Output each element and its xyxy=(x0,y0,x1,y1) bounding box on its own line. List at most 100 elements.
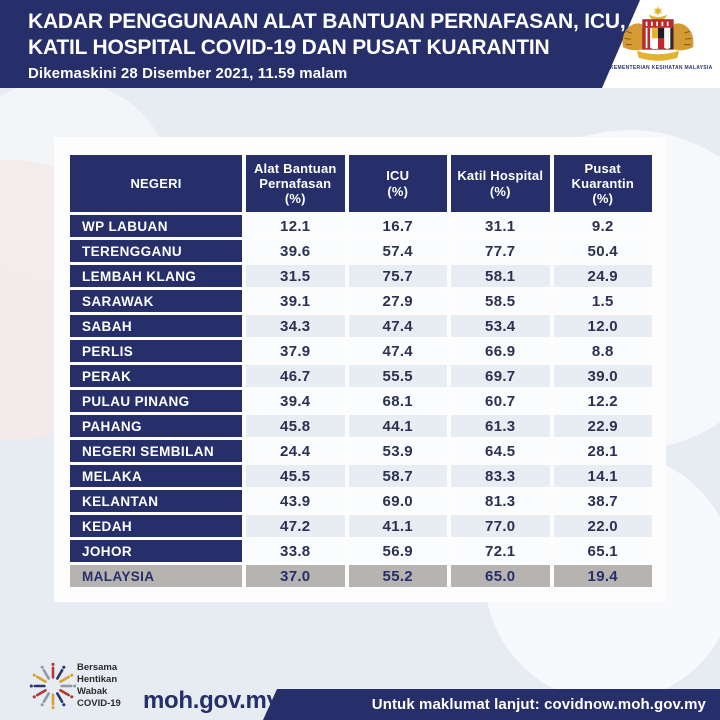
value-cell: 77.7 xyxy=(451,240,550,262)
state-cell: MELAKA xyxy=(70,465,242,487)
campaign-line: Hentikan xyxy=(77,674,118,685)
state-cell: NEGERI SEMBILAN xyxy=(70,440,242,462)
value-cell: 75.7 xyxy=(348,265,447,287)
column-header-line: Katil Hospital xyxy=(457,168,544,184)
value-cell: 69.7 xyxy=(451,365,550,387)
value-cell: 64.5 xyxy=(451,440,550,462)
ministry-emblem: KEMENTERIAN KESIHATAN MALAYSIA xyxy=(610,5,712,71)
total-value-cell: 37.0 xyxy=(246,565,345,587)
value-cell: 38.7 xyxy=(553,490,652,512)
value-cell: 33.8 xyxy=(246,540,345,562)
value-cell: 24.9 xyxy=(553,265,652,287)
column-header-line: Alat Bantuan xyxy=(253,160,337,176)
total-value-cell: 19.4 xyxy=(553,565,652,587)
value-cell: 58.5 xyxy=(451,290,550,312)
column-header-line: ICU xyxy=(386,168,410,184)
state-cell: PERLIS xyxy=(70,340,242,362)
column-header-line: NEGERI xyxy=(130,175,182,191)
value-cell: 39.4 xyxy=(246,390,345,412)
value-cell: 65.1 xyxy=(553,540,652,562)
column-header: NEGERI xyxy=(70,155,242,212)
value-cell: 39.6 xyxy=(246,240,345,262)
value-cell: 72.1 xyxy=(451,540,550,562)
state-cell: LEMBAH KLANG xyxy=(70,265,242,287)
value-cell: 66.9 xyxy=(451,340,550,362)
value-cell: 22.9 xyxy=(553,415,652,437)
value-cell: 77.0 xyxy=(451,515,550,537)
state-cell: JOHOR xyxy=(70,540,242,562)
column-header: Pusat Kuarantin (%) xyxy=(553,155,652,212)
header-banner: KADAR PENGGUNAAN ALAT BANTUAN PERNAFASAN… xyxy=(0,0,640,88)
campaign-line: Wabak xyxy=(77,686,108,697)
value-cell: 47.4 xyxy=(348,340,447,362)
moh-website-link[interactable]: moh.gov.my xyxy=(143,687,280,714)
value-cell: 46.7 xyxy=(246,365,345,387)
state-table: NEGERI Alat Bantuan Pernafasan (%) ICU (%) Kat… xyxy=(70,155,652,587)
value-cell: 31.1 xyxy=(451,215,550,237)
state-cell: WP LABUAN xyxy=(70,215,242,237)
page-title-line1: KADAR PENGGUNAAN ALAT BANTUAN PERNAFASAN… xyxy=(28,10,626,33)
value-cell: 34.3 xyxy=(246,315,345,337)
state-cell: KEDAH xyxy=(70,515,242,537)
value-cell: 31.5 xyxy=(246,265,345,287)
column-header-line: (%) xyxy=(284,191,306,207)
value-cell: 47.2 xyxy=(246,515,345,537)
value-cell: 56.9 xyxy=(348,540,447,562)
value-cell: 53.4 xyxy=(451,315,550,337)
value-cell: 47.4 xyxy=(348,315,447,337)
value-cell: 12.1 xyxy=(246,215,345,237)
column-header-line: (%) xyxy=(387,183,409,199)
value-cell: 61.3 xyxy=(451,415,550,437)
campaign-line: COVID-19 xyxy=(77,698,121,709)
column-header: Alat Bantuan Pernafasan (%) xyxy=(246,155,345,212)
updated-timestamp: Dikemaskini 28 Disember 2021, 11.59 mala… xyxy=(28,65,348,82)
value-cell: 69.0 xyxy=(348,490,447,512)
value-cell: 39.1 xyxy=(246,290,345,312)
value-cell: 68.1 xyxy=(348,390,447,412)
value-cell: 37.9 xyxy=(246,340,345,362)
value-cell: 44.1 xyxy=(348,415,447,437)
value-cell: 58.1 xyxy=(451,265,550,287)
column-header-line: Pusat xyxy=(584,160,621,176)
value-cell: 43.9 xyxy=(246,490,345,512)
value-cell: 83.3 xyxy=(451,465,550,487)
value-cell: 1.5 xyxy=(553,290,652,312)
info-banner-text[interactable]: Untuk maklumat lanjut: covidnow.moh.gov.… xyxy=(371,696,706,713)
column-header: ICU (%) xyxy=(348,155,447,212)
value-cell: 8.8 xyxy=(553,340,652,362)
value-cell: 57.4 xyxy=(348,240,447,262)
value-cell: 14.1 xyxy=(553,465,652,487)
value-cell: 55.5 xyxy=(348,365,447,387)
value-cell: 60.7 xyxy=(451,390,550,412)
value-cell: 28.1 xyxy=(553,440,652,462)
state-cell: PULAU PINANG xyxy=(70,390,242,412)
value-cell: 81.3 xyxy=(451,490,550,512)
page-title-line2: KATIL HOSPITAL COVID-19 DAN PUSAT KUARAN… xyxy=(28,36,550,59)
value-cell: 50.4 xyxy=(553,240,652,262)
value-cell: 58.7 xyxy=(348,465,447,487)
value-cell: 53.9 xyxy=(348,440,447,462)
state-cell: TERENGGANU xyxy=(70,240,242,262)
value-cell: 12.0 xyxy=(553,315,652,337)
state-cell: SABAH xyxy=(70,315,242,337)
value-cell: 22.0 xyxy=(553,515,652,537)
value-cell: 9.2 xyxy=(553,215,652,237)
state-cell: KELANTAN xyxy=(70,490,242,512)
total-value-cell: 65.0 xyxy=(451,565,550,587)
value-cell: 27.9 xyxy=(348,290,447,312)
column-header-line: Pernafasan xyxy=(259,175,332,191)
state-cell: SARAWAK xyxy=(70,290,242,312)
column-header-line: Kuarantin xyxy=(571,175,634,191)
value-cell: 24.4 xyxy=(246,440,345,462)
table-panel: NEGERI Alat Bantuan Pernafasan (%) ICU (%) Kat… xyxy=(54,137,666,602)
value-cell: 16.7 xyxy=(348,215,447,237)
value-cell: 12.2 xyxy=(553,390,652,412)
value-cell: 41.1 xyxy=(348,515,447,537)
column-header-line: (%) xyxy=(592,191,614,207)
info-banner: Untuk maklumat lanjut: covidnow.moh.gov.… xyxy=(263,689,720,720)
value-cell: 45.5 xyxy=(246,465,345,487)
value-cell: 45.8 xyxy=(246,415,345,437)
covid-campaign-logo-icon xyxy=(29,662,77,710)
coat-of-arms-icon xyxy=(622,5,694,61)
column-header-line: (%) xyxy=(489,183,511,199)
